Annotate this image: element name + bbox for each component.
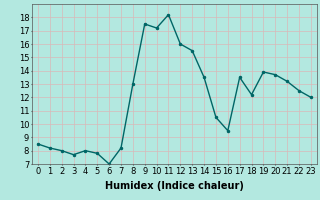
X-axis label: Humidex (Indice chaleur): Humidex (Indice chaleur)	[105, 181, 244, 191]
